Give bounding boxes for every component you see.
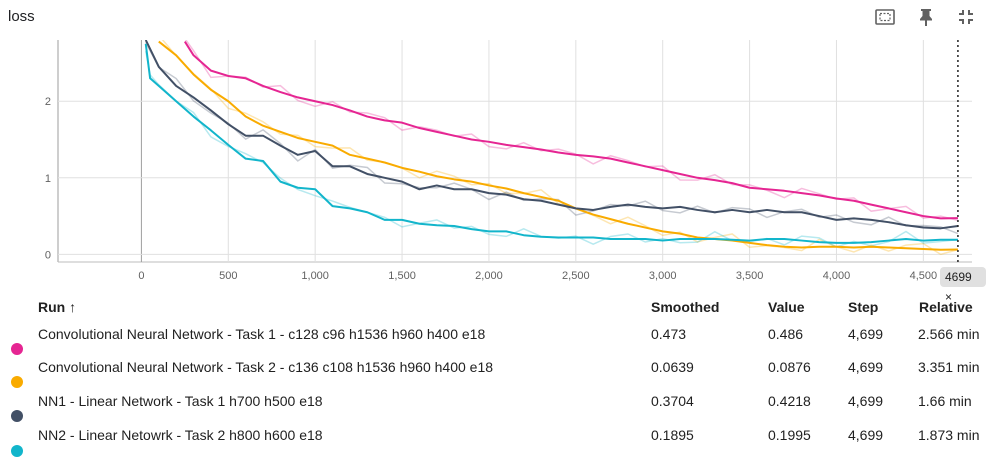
column-step[interactable]: Step [848,299,879,315]
smoothed-value: 0.473 [651,326,687,342]
chart-grid [57,40,972,263]
run-color-dot [11,343,23,355]
pin-icon[interactable] [915,6,937,28]
table-row[interactable]: Convolutional Neural Network - Task 1 - … [0,323,986,357]
raw-value: 0.4218 [768,393,811,409]
series-line [184,40,958,220]
x-tick-label: 4,500 [910,270,938,282]
run-name: Convolutional Neural Network - Task 2 - … [38,359,494,375]
step-badge-value: 4699 [945,270,972,284]
x-tick-label: 3,500 [736,270,764,282]
column-value[interactable]: Value [768,299,805,315]
series-line [144,40,959,230]
collapse-icon[interactable] [955,6,977,28]
series-line [158,40,958,251]
step-value: 4,699 [848,393,884,409]
column-relative[interactable]: Relative [919,299,973,315]
run-name: NN1 - Linear Network - Task 1 h700 h500 … [38,393,323,409]
fit-domain-icon[interactable] [874,6,896,28]
smoothed-value: 0.0639 [651,359,694,375]
y-tick-label: 2 [45,96,51,108]
table-row[interactable]: NN2 - Linear Netowrk - Task 2 h800 h600 … [0,425,986,459]
chart-ticks: 0 500 1,000 1,500 2,000 2,500 3,000 3,500 4,000 4… [45,96,937,282]
x-tick-label: 1,000 [301,270,329,282]
series-line [144,43,958,244]
column-run-label: Run [38,299,66,315]
run-name: Convolutional Neural Network - Task 1 - … [38,326,486,342]
relative-time: 1.873 min [918,427,980,443]
x-tick-label: 1,500 [388,270,416,282]
x-tick-label: 4,000 [823,270,851,282]
x-tick-label: 3,000 [649,270,677,282]
raw-value: 0.486 [768,326,804,342]
smoothed-value: 0.3704 [651,393,694,409]
run-color-dot [11,445,23,457]
relative-time: 2.566 min [918,326,980,342]
raw-value: 0.1995 [768,427,811,443]
table-row[interactable]: Convolutional Neural Network - Task 2 - … [0,357,986,391]
column-run[interactable]: Run ↑ [38,299,76,315]
raw-value: 0.0876 [768,359,811,375]
run-name: NN2 - Linear Netowrk - Task 2 h800 h600 … [38,427,323,443]
y-tick-label: 1 [45,173,51,185]
chart-series [144,40,959,256]
sort-arrow-icon: ↑ [69,299,77,315]
chart-title: loss [8,8,35,25]
run-color-dot [11,410,23,422]
close-icon[interactable]: × [945,290,953,304]
step-value: 4,699 [848,326,884,342]
relative-time: 1.66 min [918,393,972,409]
step-badge[interactable]: 4699 × [940,267,986,304]
smoothed-value: 0.1895 [651,427,694,443]
x-tick-label: 2,500 [562,270,590,282]
step-value: 4,699 [848,427,884,443]
loss-chart[interactable]: 0 500 1,000 1,500 2,000 2,500 3,000 3,500 4,000 4… [0,34,986,288]
column-smoothed[interactable]: Smoothed [651,299,720,315]
table-row[interactable]: NN1 - Linear Network - Task 1 h700 h500 … [0,391,986,425]
run-color-dot [11,376,23,388]
series-raw-line [185,40,959,222]
y-tick-label: 0 [45,249,51,261]
x-tick-label: 500 [219,270,237,282]
relative-time: 3.351 min [918,359,980,375]
step-value: 4,699 [848,359,884,375]
x-tick-label: 0 [138,270,144,282]
x-tick-label: 2,000 [475,270,503,282]
